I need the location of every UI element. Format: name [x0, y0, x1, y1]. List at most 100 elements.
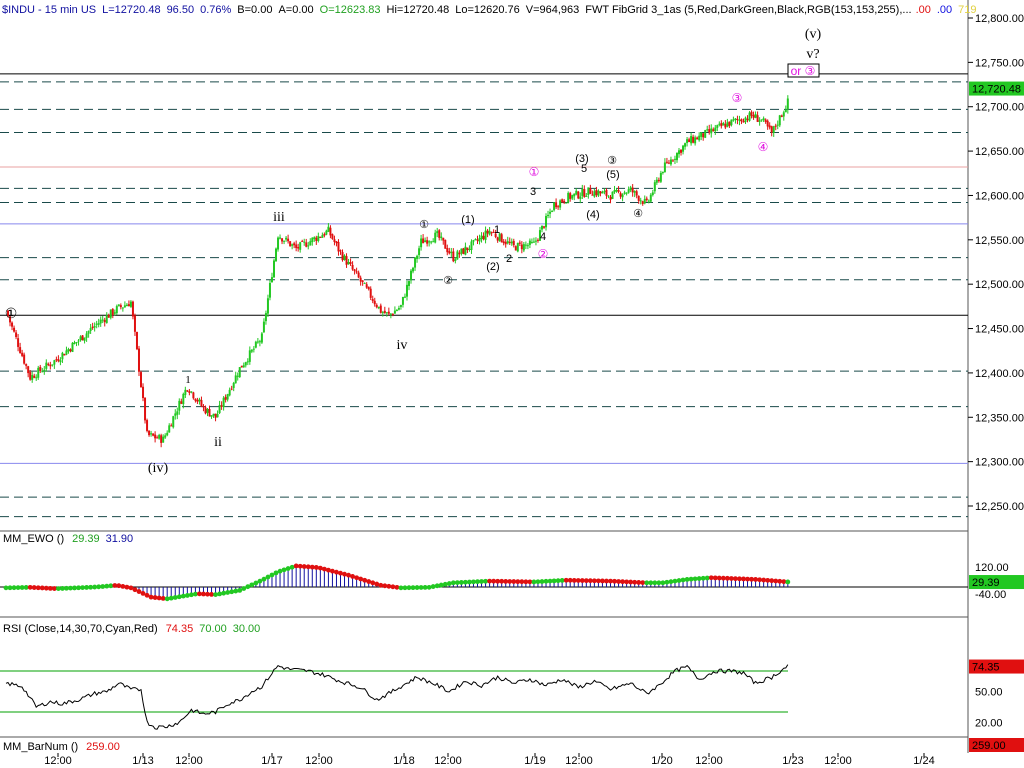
candle-down — [160, 435, 163, 443]
candle-down — [29, 372, 32, 380]
ewo-dot — [35, 585, 41, 591]
candle-down — [230, 388, 233, 390]
price-tick-label: 12,800.00 — [975, 13, 1024, 25]
ewo-dot — [309, 564, 315, 570]
ewo-dot — [765, 577, 771, 583]
candle-down — [742, 121, 745, 123]
ewo-dot — [136, 589, 142, 594]
candle-down — [156, 437, 159, 439]
ewo-dot — [587, 578, 593, 584]
candle-down — [444, 239, 447, 249]
candle-up — [210, 415, 213, 417]
ewo-value-1: 29.39 — [72, 533, 100, 545]
ewo-dot — [434, 583, 440, 589]
ewo-dot — [241, 586, 247, 591]
candle-up — [456, 251, 459, 260]
candle-down — [577, 191, 580, 199]
candle-down — [17, 338, 20, 347]
ewo-dot — [749, 576, 754, 582]
rsi-tick-label: 20.00 — [975, 717, 1003, 729]
candle-down — [220, 405, 223, 407]
candle-up — [704, 130, 707, 138]
ewo-dot — [92, 584, 98, 590]
candle-down — [422, 238, 425, 244]
candle-up — [700, 132, 703, 137]
header-low: Lo=12620.76 — [455, 4, 520, 16]
ewo-dot — [676, 578, 682, 583]
candle-down — [135, 332, 138, 350]
candle-up — [405, 284, 408, 297]
candle-up — [732, 119, 735, 121]
candle-down — [496, 237, 499, 241]
ewo-dot — [729, 576, 734, 581]
barnum-badge-bg — [969, 738, 1024, 752]
ewo-dot — [233, 588, 239, 594]
candle-down — [641, 201, 644, 204]
candle-up — [252, 348, 255, 350]
candle-up — [35, 377, 38, 379]
candle-up — [625, 192, 628, 194]
ewo-dot — [188, 592, 194, 598]
ewo-dot — [648, 580, 654, 586]
candle-down — [462, 248, 465, 254]
candle-up — [653, 182, 656, 192]
candle-down — [281, 238, 284, 242]
ewo-dot — [257, 578, 263, 584]
candle-down — [361, 280, 364, 283]
wave-label-iv-paren: (iv) — [148, 461, 169, 476]
ewo-dot — [624, 579, 630, 585]
candle-up — [242, 365, 245, 368]
ewo-dot — [221, 590, 227, 596]
candle-up — [659, 173, 662, 182]
candle-down — [514, 246, 517, 251]
rsi-badge: 74.35 — [972, 662, 1000, 674]
ewo-dot — [463, 579, 468, 585]
candle-down — [315, 237, 318, 241]
wave-label-circle-2: ② — [443, 275, 453, 287]
ewo-dot — [398, 585, 404, 591]
candle-down — [543, 226, 546, 228]
ewo-dot — [237, 587, 243, 593]
wave-label-magenta-2: ② — [538, 247, 549, 261]
ewo-dot — [305, 564, 311, 570]
barnum-label-line: MM_BarNum () 259.00 — [3, 741, 120, 753]
candle-down — [357, 272, 360, 278]
candle-up — [649, 194, 652, 202]
candle-down — [142, 386, 145, 399]
candle-up — [581, 188, 584, 196]
candle-up — [585, 195, 588, 197]
candle-up — [45, 362, 48, 369]
ewo-dot — [350, 574, 355, 579]
ewo-dot — [27, 584, 33, 590]
candle-down — [631, 187, 634, 193]
header-study: FWT FibGrid 3_1as (5,Red,DarkGreen,Black… — [585, 4, 911, 16]
candle-down — [7, 310, 10, 317]
candles — [7, 95, 789, 448]
candle-up — [567, 192, 570, 203]
candle-down — [583, 188, 586, 197]
candle-down — [152, 433, 155, 436]
candle-down — [144, 397, 147, 421]
candle-up — [661, 171, 664, 173]
candle-down — [91, 326, 94, 329]
candle-up — [603, 191, 606, 193]
candle-down — [609, 196, 612, 200]
candle-up — [468, 248, 471, 250]
candle-down — [569, 193, 572, 199]
candle-down — [365, 284, 368, 288]
candle-down — [536, 239, 539, 241]
ewo-dot — [652, 580, 658, 586]
candle-up — [498, 233, 501, 242]
candle-down — [486, 230, 489, 234]
ewo-dot — [11, 585, 17, 591]
candle-up — [424, 240, 427, 243]
candle-down — [335, 241, 338, 244]
candle-up — [258, 341, 261, 343]
rsi-label: RSI (Close,14,30,70,Cyan,Red) — [3, 623, 158, 635]
candle-down — [47, 363, 50, 365]
candle-down — [452, 251, 455, 262]
candle-down — [200, 400, 203, 406]
ewo-label-line: MM_EWO () 29.39 31.90 — [3, 533, 133, 545]
candle-down — [780, 115, 783, 117]
candle-up — [516, 243, 519, 252]
